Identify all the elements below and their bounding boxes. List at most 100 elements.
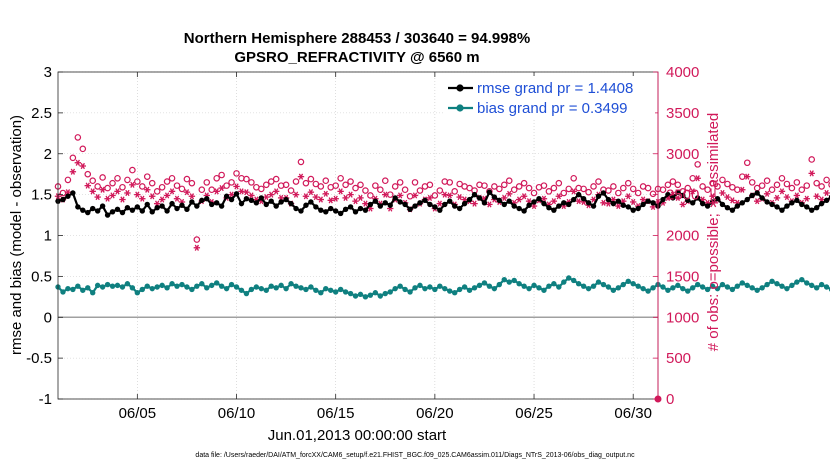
assimilated-obs-point (570, 188, 577, 195)
possible-obs-point (411, 179, 419, 186)
rmse-point (670, 195, 676, 201)
chart-title: Northern Hemisphere 288453 / 303640 = 94… (184, 30, 530, 47)
possible-obs-point (813, 179, 820, 187)
possible-obs-point (778, 174, 786, 182)
rmse-point (521, 208, 527, 214)
rmse-point (571, 196, 577, 203)
rmse-point (466, 196, 473, 203)
possible-obs-point (550, 184, 558, 192)
assimilated-obs-point (778, 188, 786, 195)
bias-point (432, 286, 438, 293)
rmse-point (729, 207, 736, 213)
assimilated-obs-point (575, 198, 582, 205)
assimilated-obs-point (719, 189, 726, 197)
bias-point (784, 285, 790, 292)
bias-point (744, 282, 750, 289)
possible-obs-point (481, 182, 488, 189)
possible-obs-point (729, 183, 736, 191)
bias-point (253, 284, 260, 290)
bias-point (451, 290, 458, 296)
rmse-point (575, 191, 582, 198)
rmse-point (65, 193, 71, 199)
rmse-point (714, 196, 721, 202)
possible-obs-point (431, 192, 439, 199)
assimilated-obs-point (753, 198, 761, 205)
bias-point (104, 281, 111, 288)
bias-point (213, 280, 220, 286)
assimilated-obs-point (213, 188, 220, 195)
possible-obs-point (292, 178, 300, 185)
bias-point (491, 285, 498, 292)
possible-obs-point (302, 179, 310, 187)
rmse-point (352, 209, 359, 215)
bias-point (402, 286, 408, 293)
assimilated-obs-point (144, 186, 151, 193)
assimilated-obs-point (297, 173, 305, 180)
rmse-point (134, 204, 141, 210)
bias-point (437, 283, 443, 289)
possible-obs-point (391, 183, 399, 190)
bias-point (70, 286, 76, 293)
rmse-point (605, 196, 612, 203)
assimilated-obs-point (158, 196, 166, 203)
bias-point (124, 281, 131, 287)
rmse-point (218, 203, 225, 209)
assimilated-obs-point (515, 196, 523, 203)
possible-obs-point (416, 187, 424, 194)
assimilated-obs-point (84, 182, 91, 189)
possible-obs-point (823, 176, 830, 184)
rmse-point (318, 207, 324, 213)
rmse-line (57, 191, 830, 217)
x-axis: 06/05 06/10 06/15 06/20 06/25 06/30 (119, 72, 652, 422)
rmse-point (223, 193, 230, 199)
rmse-point (397, 199, 403, 205)
legend-box (443, 76, 655, 120)
rmse-point (342, 206, 349, 213)
bias-point (80, 287, 86, 293)
bias-point (675, 282, 681, 289)
assimilated-obs-point (168, 188, 176, 195)
rmse-point (645, 198, 651, 204)
rmse-point (238, 200, 245, 207)
rmse-point (437, 207, 443, 213)
assimilated-obs-point (808, 170, 815, 177)
bias-point (189, 286, 195, 293)
possible-obs-point (233, 170, 240, 177)
rmse-point (94, 208, 101, 214)
x-tick-label: 06/25 (515, 405, 553, 422)
possible-obs-point (724, 180, 731, 188)
legend-rmse-label: rmse grand pr = 1.4408 (477, 80, 633, 97)
rmse-point (233, 191, 240, 197)
bias-point (129, 285, 136, 291)
possible-obs-point (491, 183, 498, 190)
bias-point (724, 284, 731, 290)
rmse-point (109, 209, 116, 215)
bias-point (734, 283, 741, 289)
assimilated-obs-point (763, 190, 771, 197)
bias-point (635, 283, 641, 289)
possible-obs-point (664, 181, 672, 189)
bias-point (571, 277, 577, 284)
bias-point (699, 284, 706, 290)
rmse-point (640, 201, 646, 208)
bias-point (337, 286, 344, 293)
assimilated-obs-point (149, 193, 156, 200)
assimilated-obs-point (79, 162, 86, 170)
data-file-footer: data file: /Users/raeder/DAI/ATM_forcXX/… (195, 452, 635, 459)
assimilated-obs-point (739, 186, 746, 193)
rmse-point (283, 196, 289, 203)
bias-point (794, 279, 800, 285)
y-axis-label-right: # of obs: o=possible; ∗=assimilated (705, 113, 722, 352)
rmse-point (253, 200, 260, 206)
rmse-point (243, 196, 250, 202)
rmse-point (80, 207, 86, 213)
possible-obs-point (748, 179, 756, 186)
assimilated-obs-point (456, 193, 463, 201)
possible-obs-point (768, 186, 776, 194)
rmse-point (461, 200, 468, 207)
bias-point (561, 279, 567, 285)
bias-point (660, 284, 666, 290)
rmse-point (258, 195, 265, 201)
assimilated-obs-point (327, 197, 334, 204)
bias-point (610, 287, 617, 293)
